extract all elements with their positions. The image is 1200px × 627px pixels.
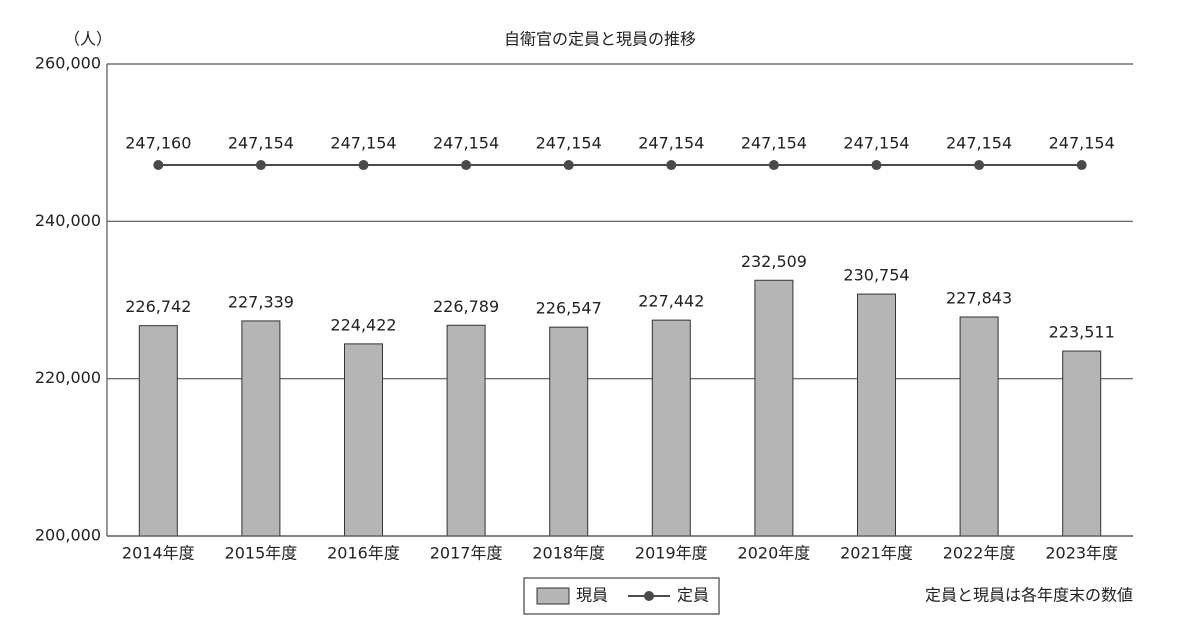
bar-value-label: 223,511 xyxy=(1049,323,1115,342)
bar-value-label: 224,422 xyxy=(330,315,396,334)
bar-value-label: 230,754 xyxy=(843,266,909,285)
bar xyxy=(651,319,691,537)
x-tick-label: 2017年度 xyxy=(430,544,503,563)
line-value-label: 247,154 xyxy=(433,134,499,153)
x-tick-label: 2014年度 xyxy=(122,544,195,563)
y-tick-label: 260,000 xyxy=(35,54,101,73)
legend-box xyxy=(523,577,720,615)
x-tick-label: 2021年度 xyxy=(840,544,913,563)
line-marker xyxy=(255,160,266,171)
legend-label: 定員 xyxy=(677,586,709,605)
line-value-label: 247,154 xyxy=(946,134,1012,153)
line-marker xyxy=(153,160,164,171)
line-marker xyxy=(871,160,882,171)
line-value-label: 247,154 xyxy=(1049,134,1115,153)
line-value-label: 247,154 xyxy=(228,134,294,153)
line-marker xyxy=(563,160,574,171)
bar xyxy=(241,320,281,537)
line-marker xyxy=(666,160,677,171)
x-tick-label: 2015年度 xyxy=(225,544,298,563)
x-tick-label: 2020年度 xyxy=(738,544,811,563)
line-value-label: 247,160 xyxy=(125,134,191,153)
x-tick-label: 2022年度 xyxy=(943,544,1016,563)
legend-marker xyxy=(644,591,654,601)
bar xyxy=(857,293,896,537)
bar-value-label: 226,789 xyxy=(433,297,499,316)
bar-value-label: 227,339 xyxy=(228,292,294,311)
bar xyxy=(1062,350,1102,537)
x-tick-label: 2019年度 xyxy=(635,544,708,563)
y-tick-label: 240,000 xyxy=(35,211,101,230)
bar xyxy=(549,326,589,537)
note: 定員と現員は各年度末の数値 xyxy=(925,586,1133,605)
line-value-label: 247,154 xyxy=(638,134,704,153)
line-marker xyxy=(1076,160,1087,171)
bar-value-label: 227,843 xyxy=(946,288,1012,307)
legend-swatch xyxy=(536,587,570,605)
x-tick-label: 2016年度 xyxy=(327,544,400,563)
x-tick-label: 2023年度 xyxy=(1045,544,1118,563)
x-tick-label: 2018年度 xyxy=(532,544,605,563)
bar-value-label: 227,442 xyxy=(638,292,704,311)
line-value-label: 247,154 xyxy=(843,134,909,153)
y-unit-label: （人） xyxy=(64,30,112,49)
line-value-label: 247,154 xyxy=(330,134,396,153)
bar-value-label: 232,509 xyxy=(741,252,807,271)
line-marker xyxy=(974,160,985,171)
legend-label: 現員 xyxy=(576,586,608,605)
bar xyxy=(138,325,178,537)
y-tick-label: 220,000 xyxy=(35,368,101,387)
line-value-label: 247,154 xyxy=(536,134,602,153)
bar-value-label: 226,547 xyxy=(536,299,602,318)
line-marker xyxy=(358,160,369,171)
bar xyxy=(344,343,383,537)
bar xyxy=(754,279,794,537)
bar xyxy=(446,324,486,537)
y-tick-label: 200,000 xyxy=(35,526,101,545)
line-value-label: 247,154 xyxy=(741,134,807,153)
line-marker xyxy=(768,160,779,171)
bar-value-label: 226,742 xyxy=(125,297,191,316)
chart-title: 自衛官の定員と現員の推移 xyxy=(504,30,696,49)
bar xyxy=(959,316,999,537)
line-marker xyxy=(461,160,472,171)
